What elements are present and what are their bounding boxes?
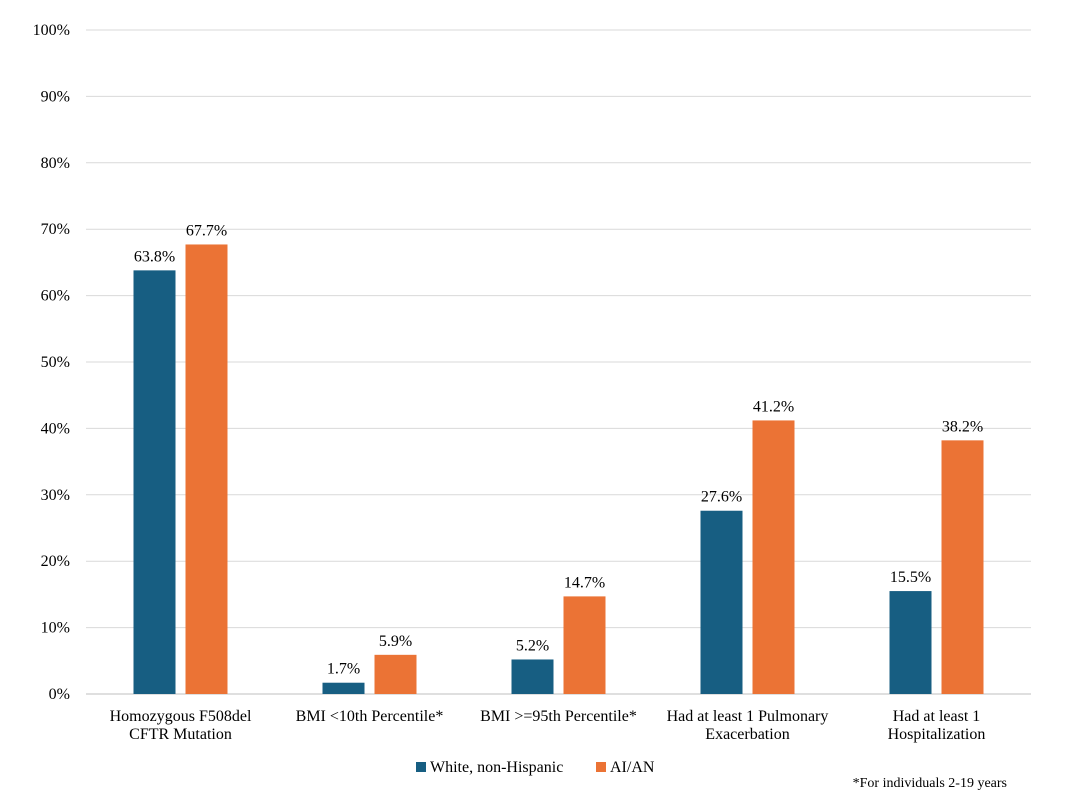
data-label: 15.5% [890,569,931,586]
category-label: Had at least 1 [893,708,981,725]
y-tick-label: 40% [41,420,70,437]
bar-white-non-hispanic-2 [511,659,554,694]
data-label: 1.7% [327,661,360,678]
y-tick-label: 100% [33,22,70,39]
data-label: 5.2% [516,637,549,654]
bar-white-non-hispanic-3 [700,510,743,694]
y-axis-ticks: 0% 10% 20% 30% 40% 50% 60% 70% 80% 90% 100% [33,22,70,703]
bar-white-non-hispanic-0 [133,270,176,694]
data-label: 67.7% [186,222,227,239]
category-label: Homozygous F508del [110,708,252,725]
y-tick-label: 80% [41,155,70,172]
data-label: 63.8% [134,248,175,265]
gridlines [86,29,1031,695]
category-label: Hospitalization [888,726,986,743]
data-label: 38.2% [942,418,983,435]
category-label: BMI >=95th Percentile* [480,708,637,725]
y-tick-label: 50% [41,354,70,371]
data-label: 27.6% [701,489,742,506]
category-label: CFTR Mutation [129,726,232,743]
category-label: BMI <10th Percentile* [296,708,444,725]
data-label: 41.2% [753,398,794,415]
y-tick-label: 10% [41,620,70,637]
legend-label-ai-an: AI/AN [610,759,655,776]
category-label: Exacerbation [705,726,789,743]
category-label: Had at least 1 Pulmonary [667,708,829,725]
y-tick-label: 90% [41,88,70,105]
y-tick-label: 30% [41,487,70,504]
y-tick-label: 20% [41,553,70,570]
bar-ai-an-0 [185,244,228,695]
legend-label-white-non-hispanic: White, non-Hispanic [430,759,563,776]
data-labels: 63.8% 67.7% 1.7% 5.9% 5.2% 14.7% 27.6% 41.2% 15.… [134,222,983,677]
bar-ai-an-4 [941,440,984,694]
bar-ai-an-1 [374,654,417,694]
bar-white-non-hispanic-1 [322,682,365,694]
legend-swatch-white-non-hispanic [416,762,426,772]
data-label: 14.7% [564,574,605,591]
y-tick-label: 0% [49,686,70,703]
bars [133,244,984,695]
bar-ai-an-2 [563,596,606,694]
legend: White, non-Hispanic AI/AN [416,759,655,776]
y-tick-label: 60% [41,288,70,305]
y-tick-label: 70% [41,221,70,238]
bar-ai-an-3 [752,420,795,694]
footnote: *For individuals 2-19 years [853,776,1007,791]
data-label: 5.9% [379,633,412,650]
bar-white-non-hispanic-4 [889,591,932,694]
legend-swatch-ai-an [596,762,606,772]
